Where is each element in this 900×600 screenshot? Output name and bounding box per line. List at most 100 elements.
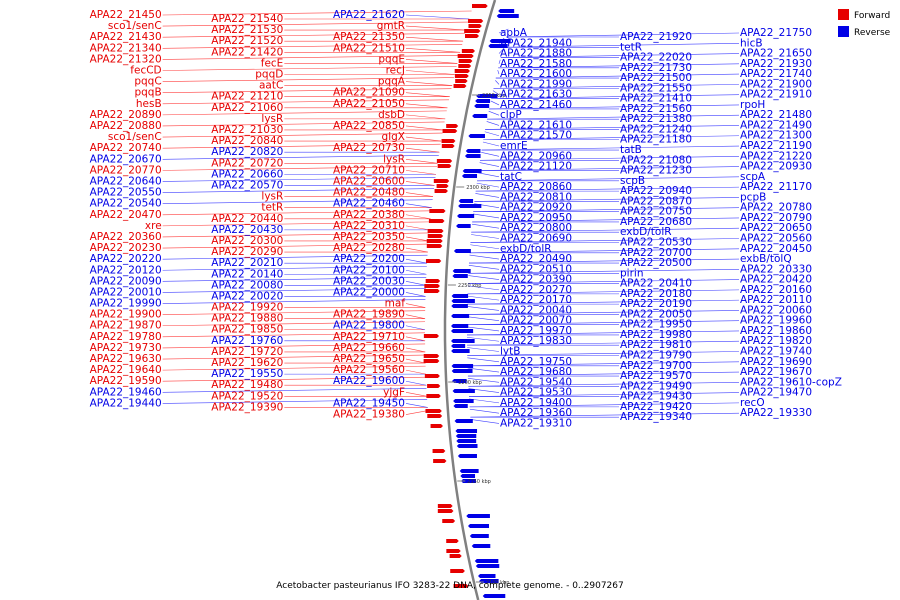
gene-label: apbA	[500, 27, 528, 39]
forward-feature	[457, 54, 474, 58]
gene-label: hesB	[136, 98, 162, 110]
reverse-feature	[488, 44, 508, 48]
gene-label: APA22_20120	[90, 264, 162, 276]
gene-label: APA22_19670	[740, 366, 812, 378]
gene-label: APA22_21560	[620, 103, 692, 115]
leader-line	[405, 410, 428, 415]
leader-line	[486, 121, 500, 126]
leader-line	[498, 63, 740, 69]
gene-label: APA22_20200	[333, 253, 405, 265]
leader-line	[467, 330, 740, 336]
leader-line	[162, 321, 426, 327]
leader-line	[405, 103, 448, 109]
gene-label: APA22_19600	[333, 375, 405, 387]
gene-label: APA22_20480	[333, 187, 405, 199]
gene-label: APA22_20720	[211, 157, 283, 169]
gene-label: APA22_20570	[211, 179, 283, 191]
reverse-feature	[489, 39, 511, 43]
leader-line	[405, 236, 429, 242]
forward-feature	[433, 179, 450, 183]
gene-label: APA22_20000	[333, 286, 405, 298]
forward-feature	[441, 139, 456, 143]
forward-feature	[458, 64, 472, 68]
forward-feature	[426, 239, 443, 243]
gene-label: APA22_19890	[333, 309, 405, 321]
gene-label: APA22_21900	[740, 78, 812, 90]
reverse-feature	[482, 594, 506, 598]
gene-label: APA22_20110	[740, 294, 812, 306]
gene-label: glgX	[382, 131, 405, 143]
reverse-feature	[464, 154, 481, 158]
leader-line	[468, 265, 500, 270]
gene-label: APA22_20840	[211, 135, 283, 147]
leader-line	[479, 155, 740, 161]
leader-line	[405, 170, 436, 175]
gene-label: APA22_20010	[90, 286, 162, 298]
gene-label: APA22_20860	[500, 181, 572, 193]
scale-tick-label: 2250 kbp	[458, 283, 482, 289]
gene-label: APA22_19700	[620, 360, 692, 372]
leader-line	[162, 265, 427, 271]
leader-line	[405, 325, 426, 331]
leader-line	[405, 380, 427, 386]
gene-label: APA22_19460	[90, 386, 162, 398]
forward-feature	[430, 424, 443, 428]
reverse-feature	[496, 14, 519, 18]
reverse-feature	[472, 114, 488, 118]
gene-label: APA22_20350	[333, 231, 405, 243]
leader-line	[405, 336, 426, 342]
leader-line	[162, 188, 435, 193]
forward-feature	[442, 129, 458, 133]
forward-feature	[468, 24, 482, 28]
gene-label: APA22_21610	[500, 119, 572, 131]
reverse-feature	[457, 214, 475, 218]
leader-line	[474, 197, 740, 202]
gene-label: APA22_20560	[740, 232, 812, 244]
genome-backbone	[443, 0, 497, 600]
gene-label: APA22_20920	[500, 202, 572, 214]
leader-line	[162, 210, 432, 216]
gene-label: APA22_20710	[333, 164, 405, 176]
gene-label: APA22_19710	[333, 331, 405, 343]
reverse-feature	[468, 134, 485, 138]
gene-label: recO	[740, 397, 765, 409]
gene-label: APA22_20810	[500, 191, 572, 203]
forward-feature	[446, 549, 461, 553]
gene-label: APA22_20490	[500, 253, 572, 265]
gene-label: APA22_20300	[211, 235, 283, 247]
gene-label: APA22_20470	[90, 209, 162, 221]
forward-feature	[450, 569, 465, 573]
gene-label: APA22_21090	[333, 87, 405, 99]
leader-line	[405, 147, 440, 153]
scale-tick-label: 2100 kbp	[486, 580, 510, 586]
gene-label: lysR	[383, 153, 405, 165]
gene-label: APA22_20950	[500, 212, 572, 224]
forward-feature	[464, 29, 481, 33]
gene-label: APA22_21180	[620, 134, 692, 146]
gene-label: APA22_21320	[90, 53, 162, 65]
scale-tick-label: 2350 kbp	[482, 93, 506, 99]
gene-label: APA22_20050	[620, 308, 692, 320]
leader-line	[470, 244, 500, 250]
gene-label: APA22_20220	[90, 253, 162, 265]
reverse-feature	[456, 439, 477, 443]
gene-label: aatC	[259, 80, 283, 92]
leader-line	[482, 141, 500, 147]
gene-label: APA22_21210	[211, 91, 283, 103]
leader-line	[162, 55, 460, 60]
reverse-feature	[466, 514, 490, 518]
reverse-feature	[456, 444, 478, 448]
gene-label: APA22_20160	[740, 284, 812, 296]
gene-label: lytB	[500, 346, 520, 358]
reverse-feature	[452, 269, 471, 273]
leader-line	[162, 376, 427, 382]
forward-feature	[424, 374, 440, 378]
legend-reverse-swatch	[838, 26, 849, 37]
leader-lines	[162, 10, 740, 424]
leader-line	[490, 100, 500, 106]
forward-feature	[441, 144, 455, 148]
leader-line	[405, 125, 444, 131]
reverse-feature	[476, 94, 498, 98]
gene-label: APA22_19570	[620, 370, 692, 382]
leader-line	[162, 77, 454, 82]
